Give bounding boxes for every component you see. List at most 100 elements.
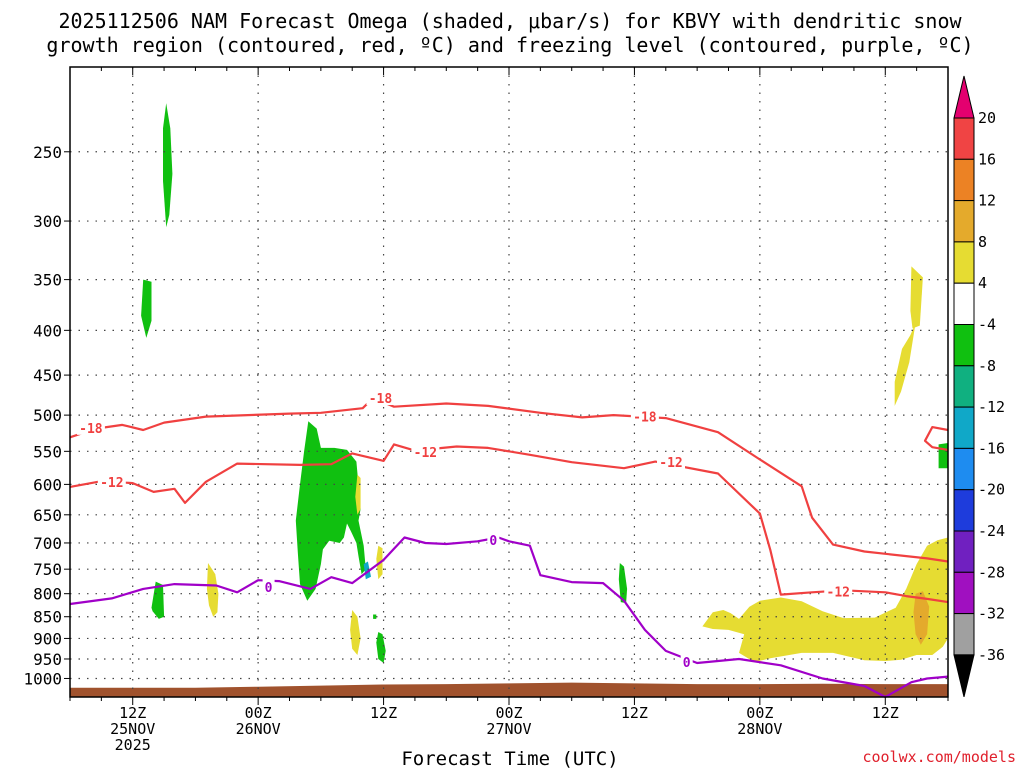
omega-area-10 xyxy=(206,563,219,617)
colorbar-swatch xyxy=(953,489,975,532)
contour-label-bg xyxy=(680,653,693,669)
colorbar-swatch xyxy=(953,365,975,408)
omega-area-2 xyxy=(141,279,152,338)
colorbar-swatch xyxy=(953,530,975,573)
contour-line-4 xyxy=(69,536,886,698)
contour-label: 0 xyxy=(489,534,497,549)
omega-area-9 xyxy=(373,614,377,619)
colorbar-label: 16 xyxy=(978,150,996,168)
colorbar-label: -4 xyxy=(978,316,996,334)
contour-label: -12 xyxy=(659,456,682,471)
colorbar-swatch xyxy=(953,571,975,615)
colorbar-label: 12 xyxy=(978,192,996,210)
omega-area-16 xyxy=(702,537,948,663)
omega-area-6 xyxy=(376,632,386,663)
y-tick-label: 1000 xyxy=(23,669,62,688)
x-tick-label: 25NOV xyxy=(110,720,155,738)
colorbar-label: -20 xyxy=(978,481,1005,499)
colorbar-swatch xyxy=(953,282,975,326)
y-tick-label: 600 xyxy=(33,475,62,494)
contour-line-2 xyxy=(69,443,949,604)
y-tick-label: 900 xyxy=(33,629,62,648)
contour-label: -18 xyxy=(633,411,657,426)
contour-label: -12 xyxy=(100,476,123,491)
contour-label-bg xyxy=(76,419,105,435)
contour-label-bg xyxy=(657,454,686,470)
contour-label: -12 xyxy=(414,446,437,461)
colorbar-arrow-top xyxy=(953,75,975,119)
omega-area-8 xyxy=(938,443,948,469)
x-tick-label: 00Z xyxy=(746,704,773,722)
colorbar-arrow-bottom xyxy=(953,654,975,698)
contour-label: -12 xyxy=(827,585,850,600)
contour-label: 0 xyxy=(683,656,691,671)
contour-line-5 xyxy=(884,675,949,698)
y-tick-label: 350 xyxy=(33,271,62,290)
x-axis-label: Forecast Time (UTC) xyxy=(401,748,618,768)
omega-area-4 xyxy=(363,561,371,580)
omega-area-15 xyxy=(894,322,916,406)
y-tick-label: 400 xyxy=(33,321,62,340)
colorbar-swatch xyxy=(953,406,975,449)
omega-area-5 xyxy=(151,581,165,619)
colorbar-label: -28 xyxy=(978,563,1005,581)
y-tick-label: 450 xyxy=(33,366,62,385)
contour-label-bg xyxy=(411,444,440,460)
colorbar-label: -36 xyxy=(978,646,1005,664)
y-tick-label: 850 xyxy=(33,608,62,627)
x-tick-label: 27NOV xyxy=(486,720,531,738)
colorbar-swatch xyxy=(953,158,975,202)
x-tick-label: 12Z xyxy=(370,704,397,722)
colorbar-swatch xyxy=(953,324,975,367)
colorbar-swatch xyxy=(953,200,975,243)
colorbar-label: 20 xyxy=(978,109,996,127)
colorbar-label: -24 xyxy=(978,522,1005,540)
colorbar-label: 8 xyxy=(978,233,987,251)
colorbar-label: -32 xyxy=(978,605,1005,623)
omega-area-7 xyxy=(618,563,628,604)
x-tick-label: 00Z xyxy=(495,704,522,722)
colorbar-label: -8 xyxy=(978,357,996,375)
colorbar-swatch xyxy=(953,613,975,656)
y-tick-label: 650 xyxy=(33,506,62,525)
y-tick-label: 750 xyxy=(33,560,62,579)
contour-label: 0 xyxy=(265,581,273,596)
contour-label-bg xyxy=(630,408,659,424)
colorbar-swatch xyxy=(953,241,975,284)
omega-area-1 xyxy=(163,103,173,228)
contour-label-bg xyxy=(366,390,395,406)
omega-area-11 xyxy=(350,610,361,655)
contour-label-bg xyxy=(487,532,500,548)
plot-area: -18 -18 -18 -12 -12 -12 -12 0 0 0 xyxy=(69,66,949,698)
x-tick-label: 12Z xyxy=(872,704,899,722)
contour-label: -18 xyxy=(79,422,103,437)
omega-area-3 xyxy=(295,421,366,601)
colorbar-label: -12 xyxy=(978,398,1005,416)
y-tick-label: 250 xyxy=(33,143,62,162)
x-tick-label: 12Z xyxy=(119,704,146,722)
omega-area-17 xyxy=(913,591,930,645)
colorbar-swatch xyxy=(953,447,975,491)
x-tick-label: 26NOV xyxy=(236,720,281,738)
chart-title-line-2: growth region (contoured, red, ºC) and f… xyxy=(46,33,973,57)
chart-title-line-1: 2025112506 NAM Forecast Omega (shaded, μ… xyxy=(58,9,962,33)
x-tick-label: 00Z xyxy=(245,704,272,722)
ground-band xyxy=(70,682,948,697)
colorbar-label: -16 xyxy=(978,439,1005,457)
y-tick-label: 550 xyxy=(33,442,62,461)
colorbar: 20 16 12 8 4 -4 -8 -12 -16 -20 -24 -28 -32 -36 xyxy=(953,75,1005,698)
y-tick-label: 950 xyxy=(33,650,62,669)
contour-label-bg xyxy=(97,473,126,489)
y-tick-label: 700 xyxy=(33,534,62,553)
colorbar-label: 4 xyxy=(978,274,987,292)
contour-line-1 xyxy=(69,396,949,563)
x-tick-label: 2025 xyxy=(115,736,151,754)
y-tick-label: 500 xyxy=(33,406,62,425)
contour-label: -18 xyxy=(369,392,393,407)
credit-text: coolwx.com/models xyxy=(862,748,1016,766)
contour-label-bg xyxy=(824,583,853,599)
omega-area-14 xyxy=(910,266,923,329)
y-tick-label: 800 xyxy=(33,585,62,604)
colorbar-swatch xyxy=(953,117,975,160)
